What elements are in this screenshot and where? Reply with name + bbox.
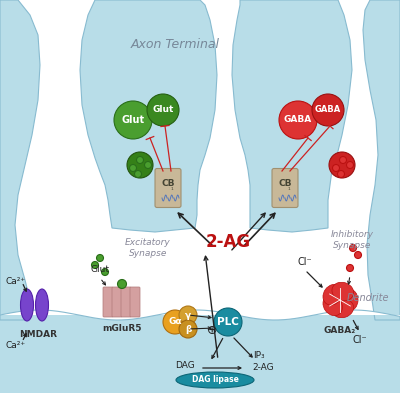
FancyBboxPatch shape bbox=[272, 169, 298, 208]
Circle shape bbox=[130, 165, 136, 171]
Text: Dendrite: Dendrite bbox=[347, 293, 389, 303]
Polygon shape bbox=[232, 0, 352, 232]
Text: 2-AG: 2-AG bbox=[206, 233, 250, 251]
Text: Ca²⁺: Ca²⁺ bbox=[5, 340, 25, 349]
Text: Cl⁻: Cl⁻ bbox=[353, 335, 367, 345]
Circle shape bbox=[136, 156, 144, 163]
Ellipse shape bbox=[176, 372, 254, 388]
Circle shape bbox=[214, 308, 242, 336]
Polygon shape bbox=[80, 0, 217, 232]
Circle shape bbox=[279, 101, 317, 139]
FancyBboxPatch shape bbox=[155, 169, 181, 208]
Text: β: β bbox=[185, 325, 191, 334]
FancyBboxPatch shape bbox=[103, 287, 113, 317]
Ellipse shape bbox=[340, 289, 358, 311]
Polygon shape bbox=[0, 315, 400, 393]
Text: DAG lipase: DAG lipase bbox=[192, 375, 238, 384]
Circle shape bbox=[118, 279, 126, 288]
Polygon shape bbox=[0, 0, 40, 320]
Circle shape bbox=[338, 171, 344, 178]
Circle shape bbox=[144, 162, 152, 169]
Ellipse shape bbox=[332, 299, 354, 318]
Circle shape bbox=[346, 264, 354, 272]
Circle shape bbox=[114, 101, 152, 139]
Text: PLC: PLC bbox=[217, 317, 239, 327]
Circle shape bbox=[312, 94, 344, 126]
FancyBboxPatch shape bbox=[112, 287, 122, 317]
FancyBboxPatch shape bbox=[130, 287, 140, 317]
Text: mGluR5: mGluR5 bbox=[102, 324, 142, 333]
Ellipse shape bbox=[323, 285, 342, 305]
Text: ₁: ₁ bbox=[288, 185, 290, 191]
Text: Ca²⁺: Ca²⁺ bbox=[5, 277, 25, 286]
Text: Inhibitory
Synapse: Inhibitory Synapse bbox=[330, 230, 374, 250]
Circle shape bbox=[96, 255, 104, 261]
Text: γ: γ bbox=[185, 310, 191, 320]
Text: Excitatory
Synapse: Excitatory Synapse bbox=[125, 238, 171, 259]
Text: DAG: DAG bbox=[175, 362, 195, 371]
Text: NMDAR: NMDAR bbox=[19, 330, 57, 339]
Text: ₁: ₁ bbox=[171, 185, 173, 191]
Circle shape bbox=[134, 171, 142, 178]
Text: 2-AG: 2-AG bbox=[252, 364, 274, 373]
Circle shape bbox=[147, 94, 179, 126]
Ellipse shape bbox=[36, 289, 48, 321]
Ellipse shape bbox=[323, 295, 342, 316]
Circle shape bbox=[354, 252, 362, 259]
Text: GABA: GABA bbox=[284, 116, 312, 125]
Ellipse shape bbox=[20, 289, 34, 321]
Text: Glut: Glut bbox=[90, 266, 110, 274]
Polygon shape bbox=[363, 0, 400, 320]
Circle shape bbox=[92, 261, 98, 268]
Text: ⊕: ⊕ bbox=[207, 323, 217, 336]
Text: CB: CB bbox=[278, 178, 292, 187]
Circle shape bbox=[179, 320, 197, 338]
FancyBboxPatch shape bbox=[121, 287, 131, 317]
Circle shape bbox=[163, 310, 187, 334]
Circle shape bbox=[350, 244, 356, 252]
Text: Glut: Glut bbox=[152, 105, 174, 114]
Circle shape bbox=[127, 152, 153, 178]
Text: Gα: Gα bbox=[168, 318, 182, 327]
Circle shape bbox=[329, 152, 355, 178]
Text: GABA: GABA bbox=[315, 105, 341, 114]
Circle shape bbox=[332, 165, 340, 171]
Text: Glut: Glut bbox=[122, 115, 144, 125]
Ellipse shape bbox=[332, 282, 354, 301]
Text: CB: CB bbox=[161, 178, 175, 187]
Circle shape bbox=[179, 306, 197, 324]
Text: IP₃: IP₃ bbox=[253, 351, 265, 360]
Text: Cl⁻: Cl⁻ bbox=[298, 257, 312, 267]
Circle shape bbox=[346, 162, 354, 169]
Text: Axon Terminal: Axon Terminal bbox=[130, 39, 220, 51]
Text: GABA₂: GABA₂ bbox=[324, 326, 356, 335]
Circle shape bbox=[340, 156, 346, 163]
Circle shape bbox=[102, 268, 108, 275]
